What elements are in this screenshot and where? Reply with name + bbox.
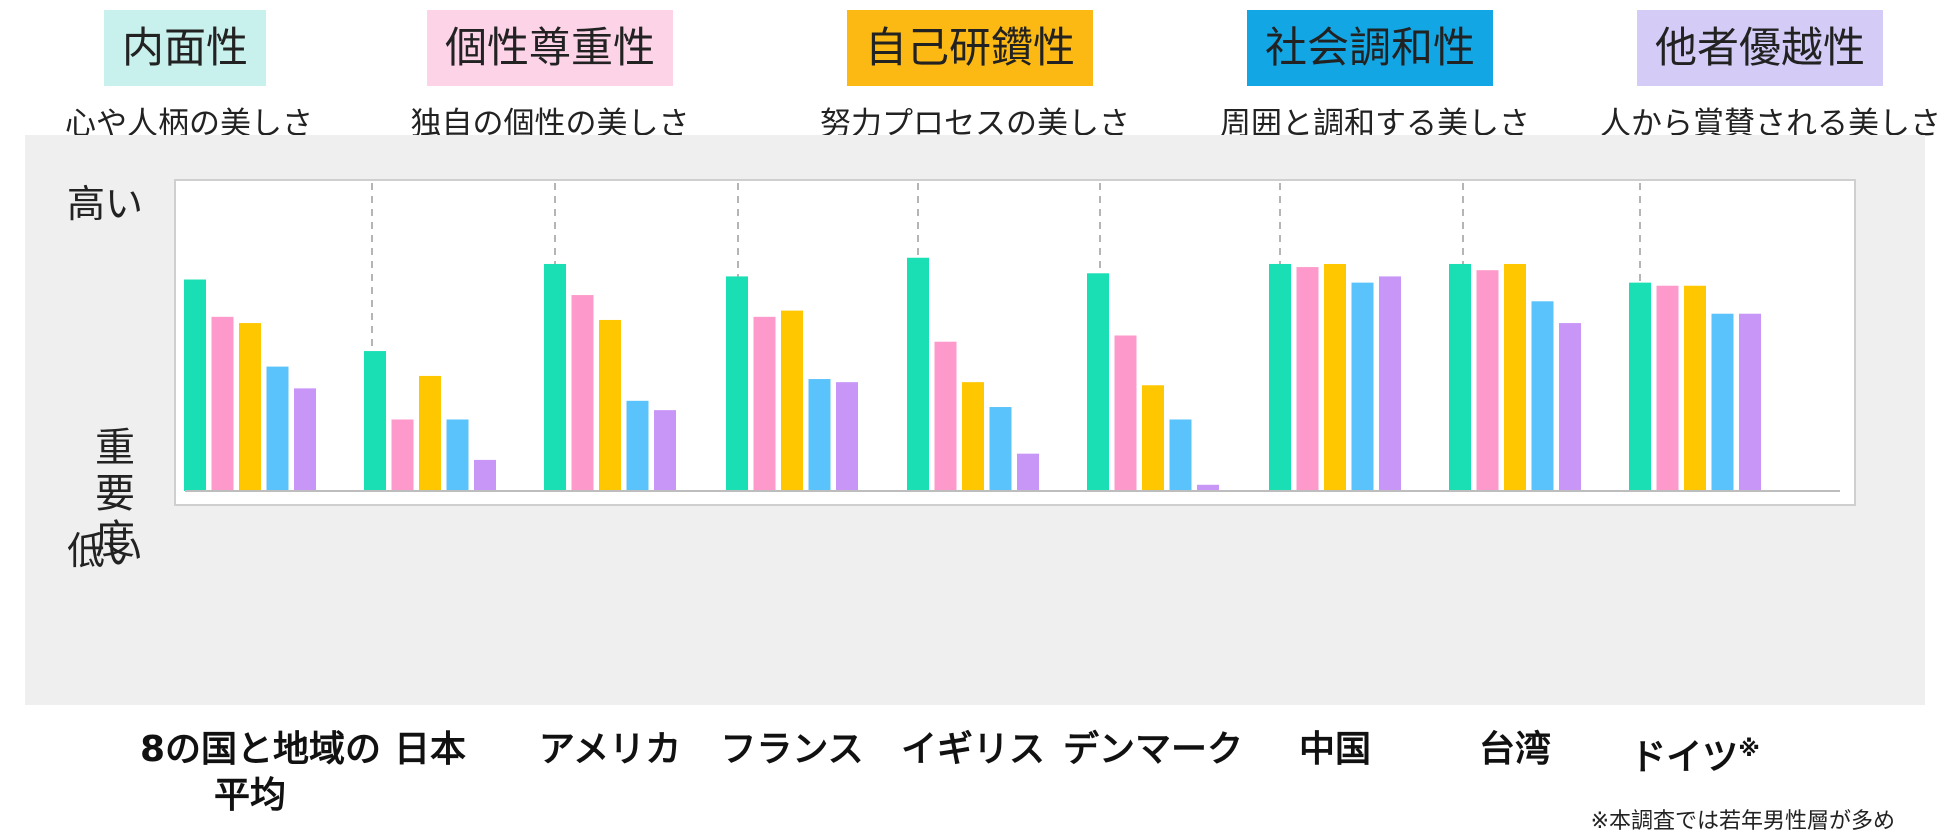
bar-9-1 [1629, 282, 1651, 491]
y-high-label: 高い [67, 182, 144, 226]
bar-3-4 [626, 400, 649, 491]
bar-4-4 [808, 379, 831, 491]
legend-item-shakaichouwasei: 社会調和性 周囲と調和する美しさ [1220, 10, 1530, 143]
legend-item-koseisonchousei: 個性尊重性 独自の個性の美しさ [410, 10, 690, 143]
legend-swatch: 内面性 [103, 10, 266, 86]
chart-panel: 高い 低い 重要度 8の国と地域の 平均 日本 アメリカ フランス イギリス デンマーク 中国… [25, 135, 1925, 834]
bar-2-5 [474, 459, 496, 491]
bar-3-1 [544, 263, 566, 491]
bar-6-2 [1114, 335, 1137, 491]
bar-4-1 [726, 276, 748, 491]
bar-9-5 [1739, 313, 1761, 491]
bar-5-4 [989, 407, 1012, 491]
legend-swatch: 自己研鑽性 [846, 10, 1093, 86]
legend-item-naimensei: 内面性 心や人柄の美しさ [65, 10, 313, 143]
footnote: ※本調査では若年男性層が多め [1590, 809, 1895, 834]
bar-1-2 [211, 316, 234, 491]
bar-4-3 [781, 310, 803, 491]
bar-1-4 [266, 366, 289, 491]
bar-8-1 [1449, 263, 1471, 491]
bar-9-3 [1684, 285, 1706, 491]
bar-4-5 [836, 382, 858, 491]
bar-4-2 [753, 316, 776, 491]
bar-6-4 [1169, 419, 1192, 491]
bar-3-3 [599, 319, 621, 491]
category-label: ドイツ※ [1630, 737, 1760, 778]
bar-9-2 [1656, 285, 1679, 491]
legend-item-tashayuuetsusei: 他者優越性 人から賞賛される美しさ [1600, 10, 1941, 143]
legend-swatch: 個性尊重性 [426, 10, 673, 86]
bar-3-5 [654, 410, 676, 491]
bar-7-2 [1296, 267, 1319, 491]
bar-6-5 [1197, 484, 1219, 491]
bar-1-1 [184, 279, 206, 491]
bar-6-3 [1142, 385, 1164, 491]
bar-2-2 [391, 419, 414, 491]
bar-2-3 [419, 375, 441, 491]
bar-8-5 [1559, 323, 1581, 491]
bar-1-5 [294, 388, 316, 491]
bar-5-1 [907, 257, 929, 491]
legend-item-jikokensansei: 自己研鑽性 努力プロセスの美しさ [820, 10, 1130, 143]
legend-swatch: 社会調和性 [1246, 10, 1493, 86]
bar-3-2 [571, 295, 594, 491]
bar-1-3 [239, 323, 261, 491]
bar-7-1 [1269, 263, 1291, 491]
legend-swatch: 他者優越性 [1636, 10, 1883, 86]
bar-5-5 [1017, 453, 1039, 491]
bar-7-4 [1351, 282, 1374, 491]
y-axis-label: 重要度 [95, 425, 135, 563]
bar-2-1 [364, 351, 386, 491]
bar-8-4 [1531, 301, 1554, 491]
y-low-label: 低い [67, 529, 144, 573]
bar-5-2 [934, 341, 957, 491]
bar-9-4 [1711, 313, 1734, 491]
bar-7-5 [1379, 276, 1401, 491]
bar-5-3 [962, 382, 984, 491]
bar-chart [174, 179, 1856, 506]
bar-7-3 [1324, 263, 1346, 491]
bar-8-2 [1476, 270, 1499, 491]
bar-8-3 [1504, 263, 1526, 491]
bar-2-4 [446, 419, 469, 491]
bars [184, 257, 1761, 491]
bar-6-1 [1087, 273, 1109, 491]
